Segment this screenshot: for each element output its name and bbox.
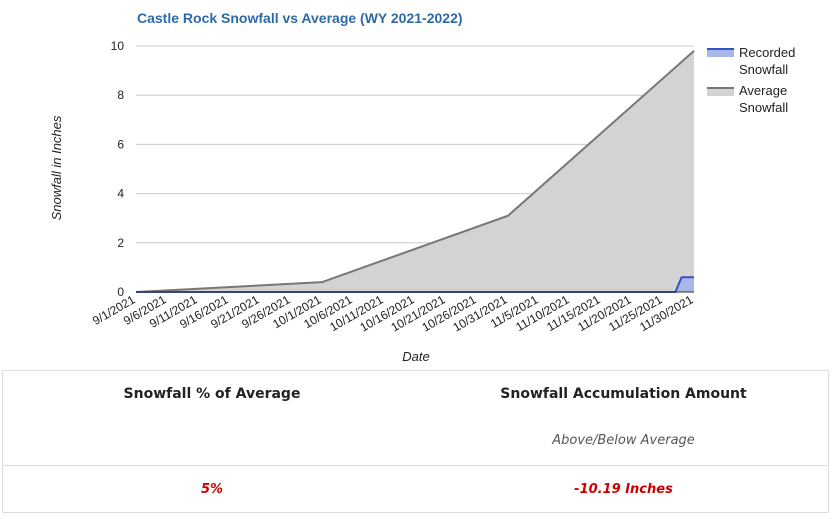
y-tick-label: 2 — [117, 236, 124, 250]
accum-heading: Snowfall Accumulation Amount — [500, 386, 747, 402]
accum-value: -10.19 Inches — [574, 482, 673, 497]
legend-item-average: Average Snowfall — [707, 83, 788, 115]
stats-header-row: Snowfall % of Average Snowfall Accumulat… — [3, 371, 828, 466]
legend-label-average-2: Snowfall — [739, 100, 788, 115]
snowfall-stats-table: Snowfall % of Average Snowfall Accumulat… — [2, 370, 829, 513]
chart-canvas: Castle Rock Snowfall vs Average (WY 2021… — [49, 10, 795, 364]
accum-subheading: Above/Below Average — [552, 433, 695, 448]
legend-label-recorded-1: Recorded — [739, 45, 795, 60]
y-tick-label: 0 — [117, 285, 124, 299]
chart-title: Castle Rock Snowfall vs Average (WY 2021… — [137, 10, 463, 26]
legend-swatch-recorded — [707, 49, 734, 57]
area-average-snowfall — [136, 50, 694, 292]
y-tick-label: 10 — [111, 39, 125, 53]
y-tick-label: 6 — [117, 137, 124, 151]
y-axis-title: Snowfall in Inches — [49, 115, 64, 220]
pct-value: 5% — [200, 482, 224, 497]
y-tick-label: 8 — [117, 88, 124, 102]
legend-label-average-1: Average — [739, 83, 787, 98]
legend-swatch-average — [707, 88, 734, 96]
snowfall-chart: Castle Rock Snowfall vs Average (WY 2021… — [49, 10, 795, 364]
pct-heading: Snowfall % of Average — [123, 386, 301, 402]
legend: Recorded Snowfall Average Snowfall — [707, 45, 795, 115]
legend-item-recorded: Recorded Snowfall — [707, 45, 795, 77]
x-axis-title: Date — [402, 349, 429, 364]
plot-areas — [135, 50, 695, 293]
legend-label-recorded-2: Snowfall — [739, 62, 788, 77]
line-average-snowfall — [135, 50, 695, 293]
y-tick-label: 4 — [117, 187, 124, 201]
